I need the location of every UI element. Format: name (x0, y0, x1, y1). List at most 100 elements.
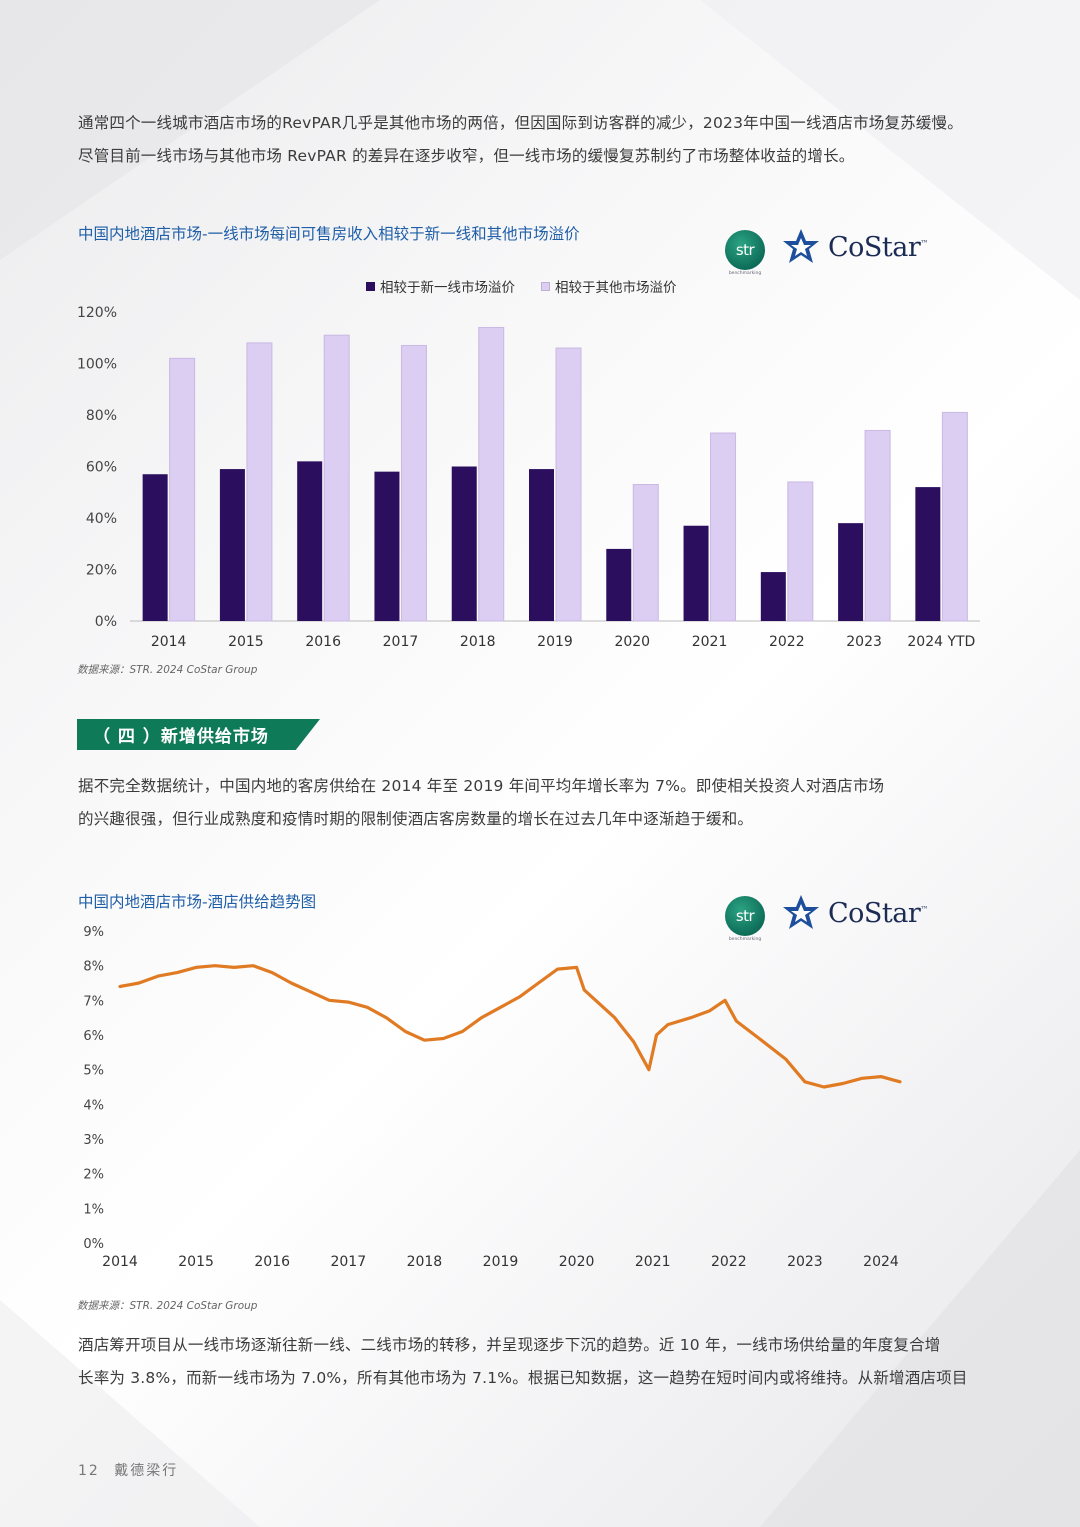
bar-new-tier1 (915, 487, 941, 621)
outro-line-1: 酒店筹开项目从一线市场逐渐往新一线、二线市场的转移，并呈现逐步下沉的趋势。近 1… (78, 1336, 941, 1354)
section-banner: （ 四 ）新增供给市场 (77, 719, 320, 750)
page-number: 12 (78, 1463, 100, 1479)
bar-other (246, 342, 273, 622)
bar-other (941, 411, 968, 622)
x-tick-label: 2024 YTD (907, 634, 975, 650)
intro-line-1: 通常四个一线城市酒店市场的RevPAR几乎是其他市场的两倍，但因国际到访客群的减… (78, 114, 963, 132)
bar-new-tier1 (760, 572, 786, 621)
legend-swatch-dark (366, 281, 375, 291)
x-tick-label: 2021 (692, 634, 728, 650)
costar-star-icon (783, 895, 819, 929)
y-tick-label: 20% (86, 563, 117, 579)
x-tick-label: 2022 (711, 1254, 747, 1270)
x-tick-label: 2023 (846, 634, 882, 650)
bar-other (864, 429, 891, 622)
bar-new-tier1 (451, 466, 477, 621)
y-tick-label: 8% (83, 960, 104, 975)
y-tick-label: 6% (83, 1029, 104, 1044)
chart1-legend: 相较于新一线市场溢价 相较于其他市场溢价 (366, 276, 677, 296)
outro-line-2: 长率为 3.8%，而新一线市场为 7.0%，所有其他市场为 7.1%。根据已知数… (78, 1369, 968, 1387)
y-tick-label: 4% (83, 1098, 104, 1113)
y-tick-label: 120% (77, 305, 117, 321)
y-tick-label: 2% (83, 1168, 104, 1183)
str-logo-subtitle: benchmarking (728, 271, 762, 276)
costar-logo-text: CoStar (828, 231, 921, 263)
str-logo-2: str (725, 896, 765, 936)
x-tick-label: 2024 (863, 1254, 899, 1270)
x-tick-label: 2017 (330, 1254, 366, 1270)
intro-line-2: 尽管目前一线市场与其他市场 RevPAR 的差异在逐步收窄，但一线市场的缓慢复苏… (78, 147, 855, 165)
bar-other (400, 344, 427, 622)
costar-star-icon (783, 229, 819, 263)
bar-new-tier1 (683, 525, 709, 621)
y-tick-label: 80% (86, 408, 117, 424)
section-paragraph: 据不完全数据统计，中国内地的客房供给在 2014 年至 2019 年间平均年增长… (78, 770, 1018, 836)
y-tick-label: 3% (83, 1133, 104, 1148)
intro-paragraph: 通常四个一线城市酒店市场的RevPAR几乎是其他市场的两倍，但因国际到访客群的减… (78, 107, 1018, 173)
costar-tm-2: ™ (920, 904, 928, 914)
bar-new-tier1 (529, 469, 554, 621)
y-tick-label: 100% (77, 357, 117, 373)
x-tick-label: 2016 (254, 1254, 290, 1270)
chart2-title: 中国内地酒店市场-酒店供给趋势图 (78, 893, 317, 911)
footer-brand: 戴德梁行 (114, 1463, 179, 1479)
y-tick-label: 7% (83, 994, 104, 1009)
costar-logo: CoStar™ (782, 228, 928, 266)
bar-new-tier1 (142, 474, 168, 621)
x-tick-label: 2014 (102, 1254, 138, 1270)
str-logo: str (725, 230, 765, 270)
bar-other (323, 334, 350, 622)
legend-label-other: 相较于其他市场溢价 (555, 280, 677, 296)
costar-tm: ™ (920, 238, 928, 248)
bar-new-tier1 (297, 461, 323, 621)
costar-logo-2: CoStar™ (782, 894, 928, 932)
x-tick-label: 2018 (460, 634, 496, 650)
x-tick-label: 2015 (228, 634, 264, 650)
y-tick-label: 5% (83, 1064, 104, 1079)
section-line-1: 据不完全数据统计，中国内地的客房供给在 2014 年至 2019 年间平均年增长… (78, 777, 885, 795)
bar-new-tier1 (219, 469, 245, 621)
x-tick-label: 2018 (407, 1254, 443, 1270)
costar-logo-text-2: CoStar (828, 897, 921, 929)
line-chart: 0% 1% 2% 3% 4% 5% 6% 7% 8% 9% 2014 2015 2016 2017 2018… (83, 925, 902, 1270)
bar-chart: 0% 20% 40% 60% 80% 100% 120% 2014 2015 2016 2017 20… (77, 305, 980, 650)
y-tick-label: 9% (83, 925, 104, 940)
bar-other (787, 481, 814, 622)
bar-other (555, 347, 582, 622)
y-tick-label: 1% (83, 1202, 104, 1217)
x-tick-label: 2016 (305, 634, 341, 650)
y-tick-label: 0% (95, 614, 117, 630)
bar-other (478, 326, 505, 622)
outro-paragraph: 酒店筹开项目从一线市场逐渐往新一线、二线市场的转移，并呈现逐步下沉的趋势。近 1… (78, 1329, 1018, 1395)
x-tick-label: 2019 (537, 634, 573, 650)
bar-other (710, 432, 737, 622)
bar-new-tier1 (838, 523, 864, 621)
legend-swatch-light (541, 281, 550, 291)
x-tick-label: 2020 (559, 1254, 595, 1270)
supply-trend-line (118, 964, 902, 1089)
x-tick-label: 2017 (383, 634, 419, 650)
chart1-title: 中国内地酒店市场-一线市场每间可售房收入相较于新一线和其他市场溢价 (78, 225, 580, 243)
y-tick-label: 40% (86, 511, 117, 527)
legend-label-new-tier1: 相较于新一线市场溢价 (380, 280, 515, 296)
x-tick-label: 2014 (151, 634, 187, 650)
y-tick-label: 60% (86, 460, 117, 476)
chart1-source: 数据来源：STR. 2024 CoStar Group (77, 664, 258, 676)
bar-new-tier1 (374, 471, 400, 621)
legend-item-new-tier1: 相较于新一线市场溢价 (366, 276, 515, 296)
bar-other (169, 357, 196, 622)
x-tick-label: 2020 (614, 634, 650, 650)
x-tick-label: 2023 (787, 1254, 823, 1270)
x-tick-label: 2021 (635, 1254, 671, 1270)
x-tick-label: 2022 (769, 634, 805, 650)
str-logo-subtitle-2: benchmarking (728, 937, 762, 942)
bar-new-tier1 (606, 548, 632, 621)
page-footer: 12 戴德梁行 (78, 1460, 178, 1480)
x-tick-label: 2015 (178, 1254, 214, 1270)
legend-item-other: 相较于其他市场溢价 (541, 276, 677, 296)
y-tick-label: 0% (83, 1237, 104, 1252)
x-tick-label: 2019 (483, 1254, 519, 1270)
section-line-2: 的兴趣很强，但行业成熟度和疫情时期的限制使酒店客房数量的增长在过去几年中逐渐趋于… (78, 810, 754, 828)
chart2-source: 数据来源：STR. 2024 CoStar Group (77, 1300, 258, 1312)
bar-other (632, 484, 659, 622)
